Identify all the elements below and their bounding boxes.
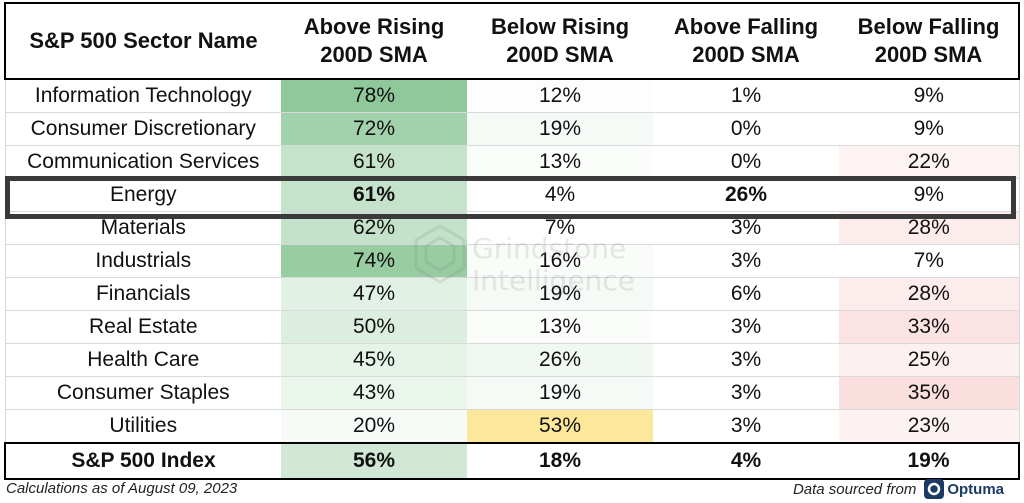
value-cell: 56% (281, 442, 467, 480)
value-cell: 9% (839, 79, 1020, 113)
value-cell: 50% (281, 310, 467, 344)
value-cell: 3% (653, 409, 839, 444)
table-row-energy: Energy 61% 4% 26% 9% (4, 178, 1020, 212)
value-cell: 20% (281, 409, 467, 444)
value-cell: 43% (281, 376, 467, 410)
value-cell: 3% (653, 343, 839, 377)
value-cell: 7% (467, 211, 653, 245)
table-row-materials: Materials 62% 7% 3% 28% (4, 211, 1020, 245)
value-cell: 3% (653, 376, 839, 410)
optuma-logo: Optuma (924, 479, 1004, 499)
table-row-s-p-500-index: S&P 500 Index 56% 18% 4% 19% (4, 442, 1020, 480)
table-row-information-technology: Information Technology 78% 12% 1% 9% (4, 79, 1020, 113)
table-row-utilities: Utilities 20% 53% 3% 23% (4, 409, 1020, 444)
sector-name: Consumer Staples (4, 376, 281, 410)
sector-name: Utilities (4, 409, 281, 444)
value-cell: 4% (467, 178, 653, 212)
value-cell: 26% (467, 343, 653, 377)
value-cell: 0% (653, 112, 839, 146)
data-source: Data sourced from Optuma (793, 479, 1004, 499)
sector-name: Communication Services (4, 145, 281, 179)
sector-name: S&P 500 Index (4, 442, 281, 480)
source-prefix: Data sourced from (792, 480, 917, 498)
calculation-date-note: Calculations as of August 09, 2023 (6, 480, 238, 497)
value-cell: 0% (653, 145, 839, 179)
sector-sma-table: S&P 500 Sector Name Above Rising 200D SMA… (4, 2, 1020, 480)
value-cell: 47% (281, 277, 467, 311)
header-below-falling: Below Falling 200D SMA (839, 2, 1020, 80)
value-cell: 16% (467, 244, 653, 278)
table-row-financials: Financials 47% 19% 6% 28% (4, 277, 1020, 311)
sector-name: Industrials (4, 244, 281, 278)
table-row-industrials: Industrials 74% 16% 3% 7% (4, 244, 1020, 278)
optuma-icon (924, 479, 945, 499)
value-cell: 62% (281, 211, 467, 245)
value-cell: 78% (281, 79, 467, 113)
table-body: Information Technology 78% 12% 1% 9% Consumer… (4, 79, 1020, 480)
value-cell: 4% (653, 442, 839, 480)
table-row-health-care: Health Care 45% 26% 3% 25% (4, 343, 1020, 377)
value-cell: 19% (467, 277, 653, 311)
sector-name: Consumer Discretionary (4, 112, 281, 146)
table-row-consumer-staples: Consumer Staples 43% 19% 3% 35% (4, 376, 1020, 410)
value-cell: 61% (281, 178, 467, 212)
value-cell: 28% (839, 211, 1020, 245)
value-cell: 35% (839, 376, 1020, 410)
value-cell: 13% (467, 310, 653, 344)
sector-name: Financials (4, 277, 281, 311)
value-cell: 19% (467, 112, 653, 146)
value-cell: 33% (839, 310, 1020, 344)
value-cell: 26% (653, 178, 839, 212)
value-cell: 1% (653, 79, 839, 113)
value-cell: 6% (653, 277, 839, 311)
value-cell: 7% (839, 244, 1020, 278)
sector-name: Energy (4, 178, 281, 212)
value-cell: 9% (839, 112, 1020, 146)
value-cell: 61% (281, 145, 467, 179)
value-cell: 13% (467, 145, 653, 179)
value-cell: 72% (281, 112, 467, 146)
value-cell: 3% (653, 211, 839, 245)
value-cell: 23% (839, 409, 1020, 444)
header-above-falling: Above Falling 200D SMA (653, 2, 839, 80)
value-cell: 45% (281, 343, 467, 377)
header-below-rising: Below Rising 200D SMA (467, 2, 653, 80)
header-sector-name: S&P 500 Sector Name (4, 2, 281, 80)
optuma-label: Optuma (947, 480, 1004, 498)
value-cell: 22% (839, 145, 1020, 179)
value-cell: 9% (839, 178, 1020, 212)
sector-name: Real Estate (4, 310, 281, 344)
table-row-communication-services: Communication Services 61% 13% 0% 22% (4, 145, 1020, 179)
sector-name: Health Care (4, 343, 281, 377)
value-cell: 3% (653, 244, 839, 278)
value-cell: 19% (467, 376, 653, 410)
header-above-rising: Above Rising 200D SMA (281, 2, 467, 80)
value-cell: 12% (467, 79, 653, 113)
value-cell: 19% (839, 442, 1020, 480)
value-cell: 74% (281, 244, 467, 278)
value-cell: 18% (467, 442, 653, 480)
value-cell: 25% (839, 343, 1020, 377)
value-cell: 28% (839, 277, 1020, 311)
sector-name: Materials (4, 211, 281, 245)
value-cell: 53% (467, 409, 653, 444)
sector-name: Information Technology (4, 79, 281, 113)
header-row: S&P 500 Sector Name Above Rising 200D SMA… (4, 2, 1020, 80)
value-cell: 3% (653, 310, 839, 344)
table-row-real-estate: Real Estate 50% 13% 3% 33% (4, 310, 1020, 344)
table-row-consumer-discretionary: Consumer Discretionary 72% 19% 0% 9% (4, 112, 1020, 146)
